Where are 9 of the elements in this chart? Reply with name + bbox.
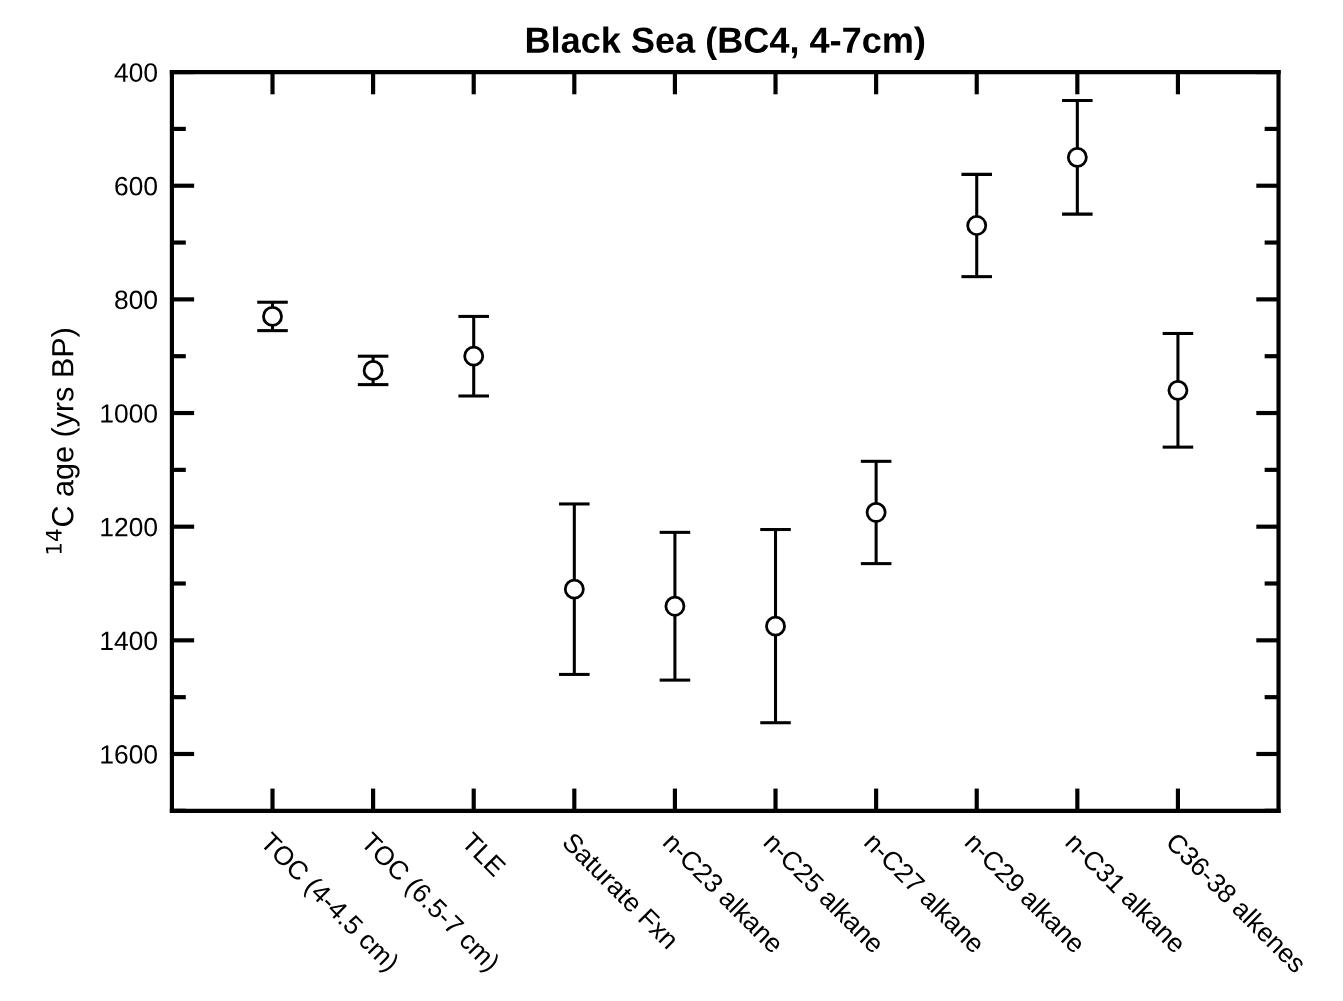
y-tick-label: 1000 xyxy=(101,404,157,423)
y-tick-label: 1200 xyxy=(101,517,157,537)
y-tick-label: 400 xyxy=(114,63,157,82)
y-tick-label: 800 xyxy=(115,290,157,310)
y-axis-title: $^{14}$C age (yrs BP) xyxy=(45,329,80,554)
y-tick-label: 600 xyxy=(115,176,157,196)
y-tick-label: 1600 xyxy=(101,745,157,764)
chart-title: Black Sea (BC4, 4-7cm) xyxy=(526,26,925,61)
y-tick-label: 1400 xyxy=(101,631,157,651)
